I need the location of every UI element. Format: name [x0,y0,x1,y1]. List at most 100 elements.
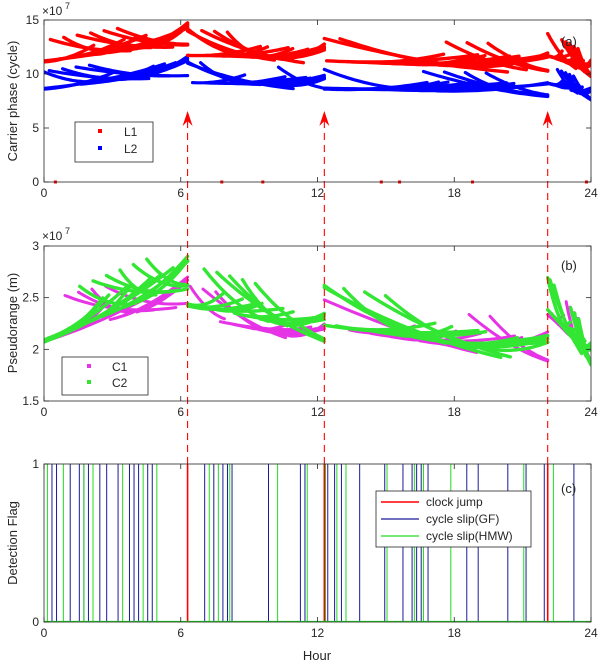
arc-l1 [225,30,264,58]
arc-c2 [575,341,591,349]
arc-l2 [285,77,326,87]
x-tick-label-a: 12 [311,186,325,200]
arc-l1 [345,52,446,65]
arc-c2 [185,297,244,309]
exponent-base-b: ×10 [42,229,63,243]
y-tick-label-c: 1 [32,457,39,471]
ylabel-b: Pseudorange (m) [5,273,20,373]
x-tick-label-a: 0 [41,186,48,200]
ylabel-c: Detection Flag [5,501,20,585]
y-tick-label-b: 2.5 [22,291,39,305]
arc-c1 [257,325,326,334]
arc-l2 [87,63,171,78]
y-tick-label-c: 0 [32,615,39,629]
x-tick-label-b: 6 [177,405,184,419]
y-tick-label-a: 0 [32,175,39,189]
ylabel-a: Carrier phase (cycle) [5,41,20,162]
arc-c2 [391,324,454,338]
y-tick-label-a: 10 [26,67,40,81]
arc-c2 [118,268,158,297]
arc-l1 [268,46,326,60]
panel-label-b: (b) [561,258,577,273]
arc-l1 [576,46,591,77]
legend-c: clock jump cycle slip(GF) cycle slip(HMW… [375,490,532,548]
legend-a: L1 L2 [74,121,154,163]
arc-l2 [133,62,176,80]
arc-l1 [338,37,470,70]
legend-label-gf: cycle slip(GF) [426,512,499,526]
x-tick-label-a: 18 [448,186,462,200]
arc-c2 [86,285,131,324]
arc-l2 [548,80,570,87]
clock-jump-arrows [182,111,553,464]
arc-l1 [57,37,126,61]
y-tick-label-a: 5 [32,121,39,135]
axes-frames: 0 6 12 18 24 0 5 10 15 0 6 12 18 24 1.5 2 2.5 3 0 6 12 18 24 0 1 [22,13,598,640]
arc-l1 [70,26,190,60]
arc-l1 [478,51,550,69]
arc-l2 [567,72,586,97]
x-tick-label-c: 0 [41,626,48,640]
arc-c1 [244,321,292,331]
exponent-base-a: ×10 [42,4,63,18]
legend-marker-l2 [98,146,102,150]
arc-l1 [546,31,578,71]
arc-l2 [558,83,578,90]
y-tick-label-b: 3 [32,239,39,253]
arc-c2 [253,281,326,341]
arc-l1 [134,21,190,51]
x-tick-label-a: 6 [177,186,184,200]
exponent-power-b: 7 [65,226,70,236]
panel-label-c: (c) [561,481,576,496]
legend-label-l2: L2 [124,142,138,156]
arc-l1 [255,44,326,59]
arc-c2 [54,296,105,337]
x-tick-label-c: 6 [177,626,184,640]
clock-jump-arrowhead [319,111,330,126]
legend-label-c2: C2 [112,376,128,390]
arc-l2 [242,77,326,86]
x-tick-label-c: 12 [311,626,325,640]
arc-c2 [210,301,264,313]
exponent-power-a: 7 [65,1,70,11]
legend-marker-l1 [98,129,102,133]
arc-c2 [283,312,326,328]
clock-jump-arrowhead [182,111,193,126]
x-tick-label-b: 12 [311,405,325,419]
arc-c2 [546,276,566,329]
legend-label-hmw: cycle slip(HMW) [426,529,513,543]
x-tick-label-b: 18 [448,405,462,419]
arc-c2 [482,340,550,353]
arc-l2 [44,62,167,90]
x-tick-label-b: 24 [584,405,598,419]
arc-l1 [115,26,190,46]
arc-c2 [145,257,190,287]
legend-label-clock-jump: clock jump [426,495,483,509]
x-axis-title: Hour [303,648,332,663]
arc-c2 [370,329,488,338]
x-tick-label-c: 18 [448,626,462,640]
arc-l2 [322,67,406,91]
legend-label-l1: L1 [124,125,138,139]
y-tick-label-b: 1.5 [22,394,39,408]
arc-l2 [463,70,523,96]
arc-c2 [100,259,190,319]
panel-label-a: (a) [561,34,577,49]
arc-c2 [334,321,437,332]
legend-marker-c1 [87,364,91,368]
arc-c2 [454,334,550,347]
y-tick-label-b: 2 [32,342,39,356]
legend-b: C1 C2 [61,356,149,396]
series-l2-arcs [44,54,591,102]
legend-marker-c2 [87,380,91,384]
series-l1-arcs [44,21,591,79]
clock-jump-arrowhead [542,111,553,126]
legend-b-box [61,356,149,396]
arc-c2 [552,283,577,345]
x-tick-label-b: 0 [41,405,48,419]
arc-l2 [435,81,550,93]
series-c2-arcs [44,254,591,367]
legend-a-box [74,121,154,163]
y-tick-label-a: 15 [26,13,40,27]
